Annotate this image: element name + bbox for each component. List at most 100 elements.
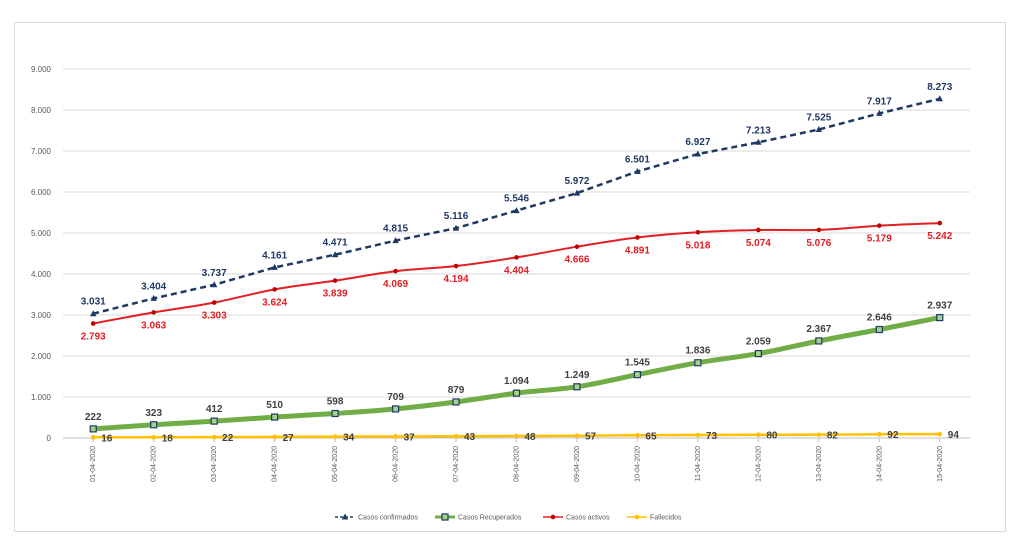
- y-tick-label: 1.000: [31, 393, 52, 402]
- y-tick-label: 9.000: [31, 65, 52, 74]
- y-tick-label: 4.000: [31, 270, 52, 279]
- point-casos-activos: [816, 227, 822, 233]
- point-casos-confirmados: [876, 109, 883, 116]
- x-tick-label: 13-04-2020: [816, 446, 823, 482]
- point-fallecidos: [877, 431, 882, 437]
- point-casos-confirmados: [936, 95, 943, 102]
- data-label-casos-recuperados: 1.836: [685, 346, 710, 357]
- point-fallecidos: [211, 434, 217, 440]
- data-label-casos-recuperados: 709: [387, 392, 404, 403]
- x-tick-label: 06-04-2020: [393, 446, 400, 482]
- series-line-casos-confirmados: [92, 97, 941, 315]
- data-label-casos-activos: 4.891: [625, 245, 650, 256]
- point-fallecidos: [635, 433, 640, 438]
- x-tick-label: 14-04-2020: [876, 446, 883, 482]
- y-tick-label: 0: [47, 434, 52, 443]
- point-casos-activos: [332, 278, 338, 283]
- data-label-casos-confirmados: 5.972: [564, 176, 589, 187]
- point-fallecidos: [332, 434, 338, 439]
- data-label-casos-confirmados: 5.546: [504, 194, 529, 205]
- data-label-casos-recuperados: 222: [85, 412, 102, 423]
- point-casos-confirmados: [150, 294, 157, 301]
- data-label-fallecidos: 37: [404, 432, 416, 443]
- point-casos-confirmados: [755, 138, 762, 145]
- x-tick-label: 08-04-2020: [514, 446, 521, 482]
- data-label-fallecidos: 92: [887, 430, 899, 441]
- data-label-fallecidos: 94: [948, 430, 960, 441]
- point-casos-confirmados: [90, 310, 97, 317]
- x-axis: 01-04-2020 02-04-2020 03-04-2020 04-04-2020…: [90, 438, 944, 482]
- y-tick-label: 2.000: [31, 352, 52, 361]
- point-casos-activos: [574, 244, 580, 249]
- data-label-casos-activos: 3.839: [323, 289, 348, 300]
- x-tick-label: 09-04-2020: [574, 446, 581, 482]
- legend-label: Fallecidos: [650, 515, 682, 522]
- data-label-casos-recuperados: 510: [266, 400, 283, 411]
- x-tick-label: 11-04-2020: [695, 446, 702, 481]
- y-tick-label: 7.000: [31, 147, 52, 156]
- legend-marker: [341, 513, 349, 520]
- legend-item-fallecidos: Fallecidos: [627, 515, 682, 522]
- point-casos-activos: [514, 255, 519, 260]
- data-label-casos-activos: 5.074: [746, 238, 771, 249]
- data-label-casos-confirmados: 5.116: [444, 211, 469, 222]
- point-casos-activos: [453, 263, 459, 269]
- legend-marker: [634, 514, 640, 520]
- x-tick-label: 05-04-2020: [332, 446, 339, 482]
- data-label-casos-recuperados: 1.545: [625, 358, 650, 369]
- point-casos-recuperados: [452, 398, 460, 406]
- x-tick-label: 04-04-2020: [272, 446, 279, 482]
- data-label-casos-confirmados: 4.471: [323, 238, 348, 249]
- point-fallecidos: [90, 435, 96, 440]
- data-label-casos-recuperados: 323: [145, 408, 162, 419]
- chart-frame: 0 1.000 2.000 3.000 4.000 5.000 6.000 7.000 8.00…: [14, 22, 1006, 532]
- data-label-casos-activos: 2.793: [81, 331, 106, 342]
- data-label-casos-activos: 5.076: [806, 238, 831, 249]
- point-casos-activos: [211, 300, 217, 305]
- point-casos-activos: [272, 287, 277, 292]
- data-label-casos-confirmados: 4.161: [262, 250, 287, 261]
- point-casos-recuperados: [271, 413, 279, 421]
- point-fallecidos: [574, 433, 580, 438]
- point-casos-recuperados: [694, 359, 702, 367]
- point-fallecidos: [937, 431, 943, 437]
- data-label-casos-activos: 4.194: [444, 274, 469, 285]
- point-casos-activos: [393, 268, 398, 274]
- data-label-casos-recuperados: 1.094: [504, 376, 529, 387]
- legend-label: Casos Recuperados: [458, 515, 522, 522]
- point-casos-activos: [937, 220, 943, 226]
- data-label-casos-activos: 4.404: [504, 265, 529, 276]
- point-fallecidos: [756, 432, 761, 438]
- point-fallecidos: [393, 434, 398, 439]
- point-fallecidos: [151, 434, 156, 440]
- point-casos-confirmados: [815, 125, 823, 132]
- point-casos-recuperados: [875, 325, 883, 334]
- point-casos-confirmados: [634, 167, 641, 174]
- gridlines: [63, 68, 970, 439]
- data-label-casos-confirmados: 3.737: [202, 268, 227, 279]
- data-label-casos-recuperados: 2.367: [806, 324, 831, 335]
- data-label-casos-confirmados: 6.927: [685, 137, 710, 148]
- y-tick-label: 8.000: [31, 106, 52, 115]
- data-label-casos-activos: 5.018: [685, 240, 710, 251]
- y-tick-label: 3.000: [31, 311, 52, 320]
- data-label-casos-activos: 3.624: [262, 297, 287, 308]
- point-fallecidos: [816, 432, 822, 437]
- data-label-casos-recuperados: 412: [206, 404, 223, 415]
- point-casos-activos: [635, 235, 640, 240]
- data-label-casos-recuperados: 598: [327, 396, 344, 407]
- point-casos-recuperados: [210, 417, 218, 425]
- data-label-casos-recuperados: 1.249: [564, 370, 589, 381]
- point-casos-activos: [151, 310, 156, 315]
- legend: Casos confirmados Casos Recuperados Casos …: [335, 513, 682, 522]
- point-casos-activos: [756, 227, 761, 233]
- point-casos-recuperados: [815, 337, 823, 345]
- legend-label: Casos confirmados: [358, 515, 418, 522]
- legend-item-casos-confirmados: Casos confirmados: [335, 513, 418, 522]
- line-chart: 0 1.000 2.000 3.000 4.000 5.000 6.000 7.000 8.00…: [31, 65, 970, 522]
- series-group: [89, 95, 944, 440]
- y-tick-label: 5.000: [31, 229, 52, 238]
- data-labels: 3.031 3.404 3.737 4.161 4.471 4.815 5.116 5.546…: [81, 82, 960, 445]
- data-label-fallecidos: 27: [283, 433, 295, 444]
- data-label-casos-confirmados: 7.917: [867, 96, 892, 107]
